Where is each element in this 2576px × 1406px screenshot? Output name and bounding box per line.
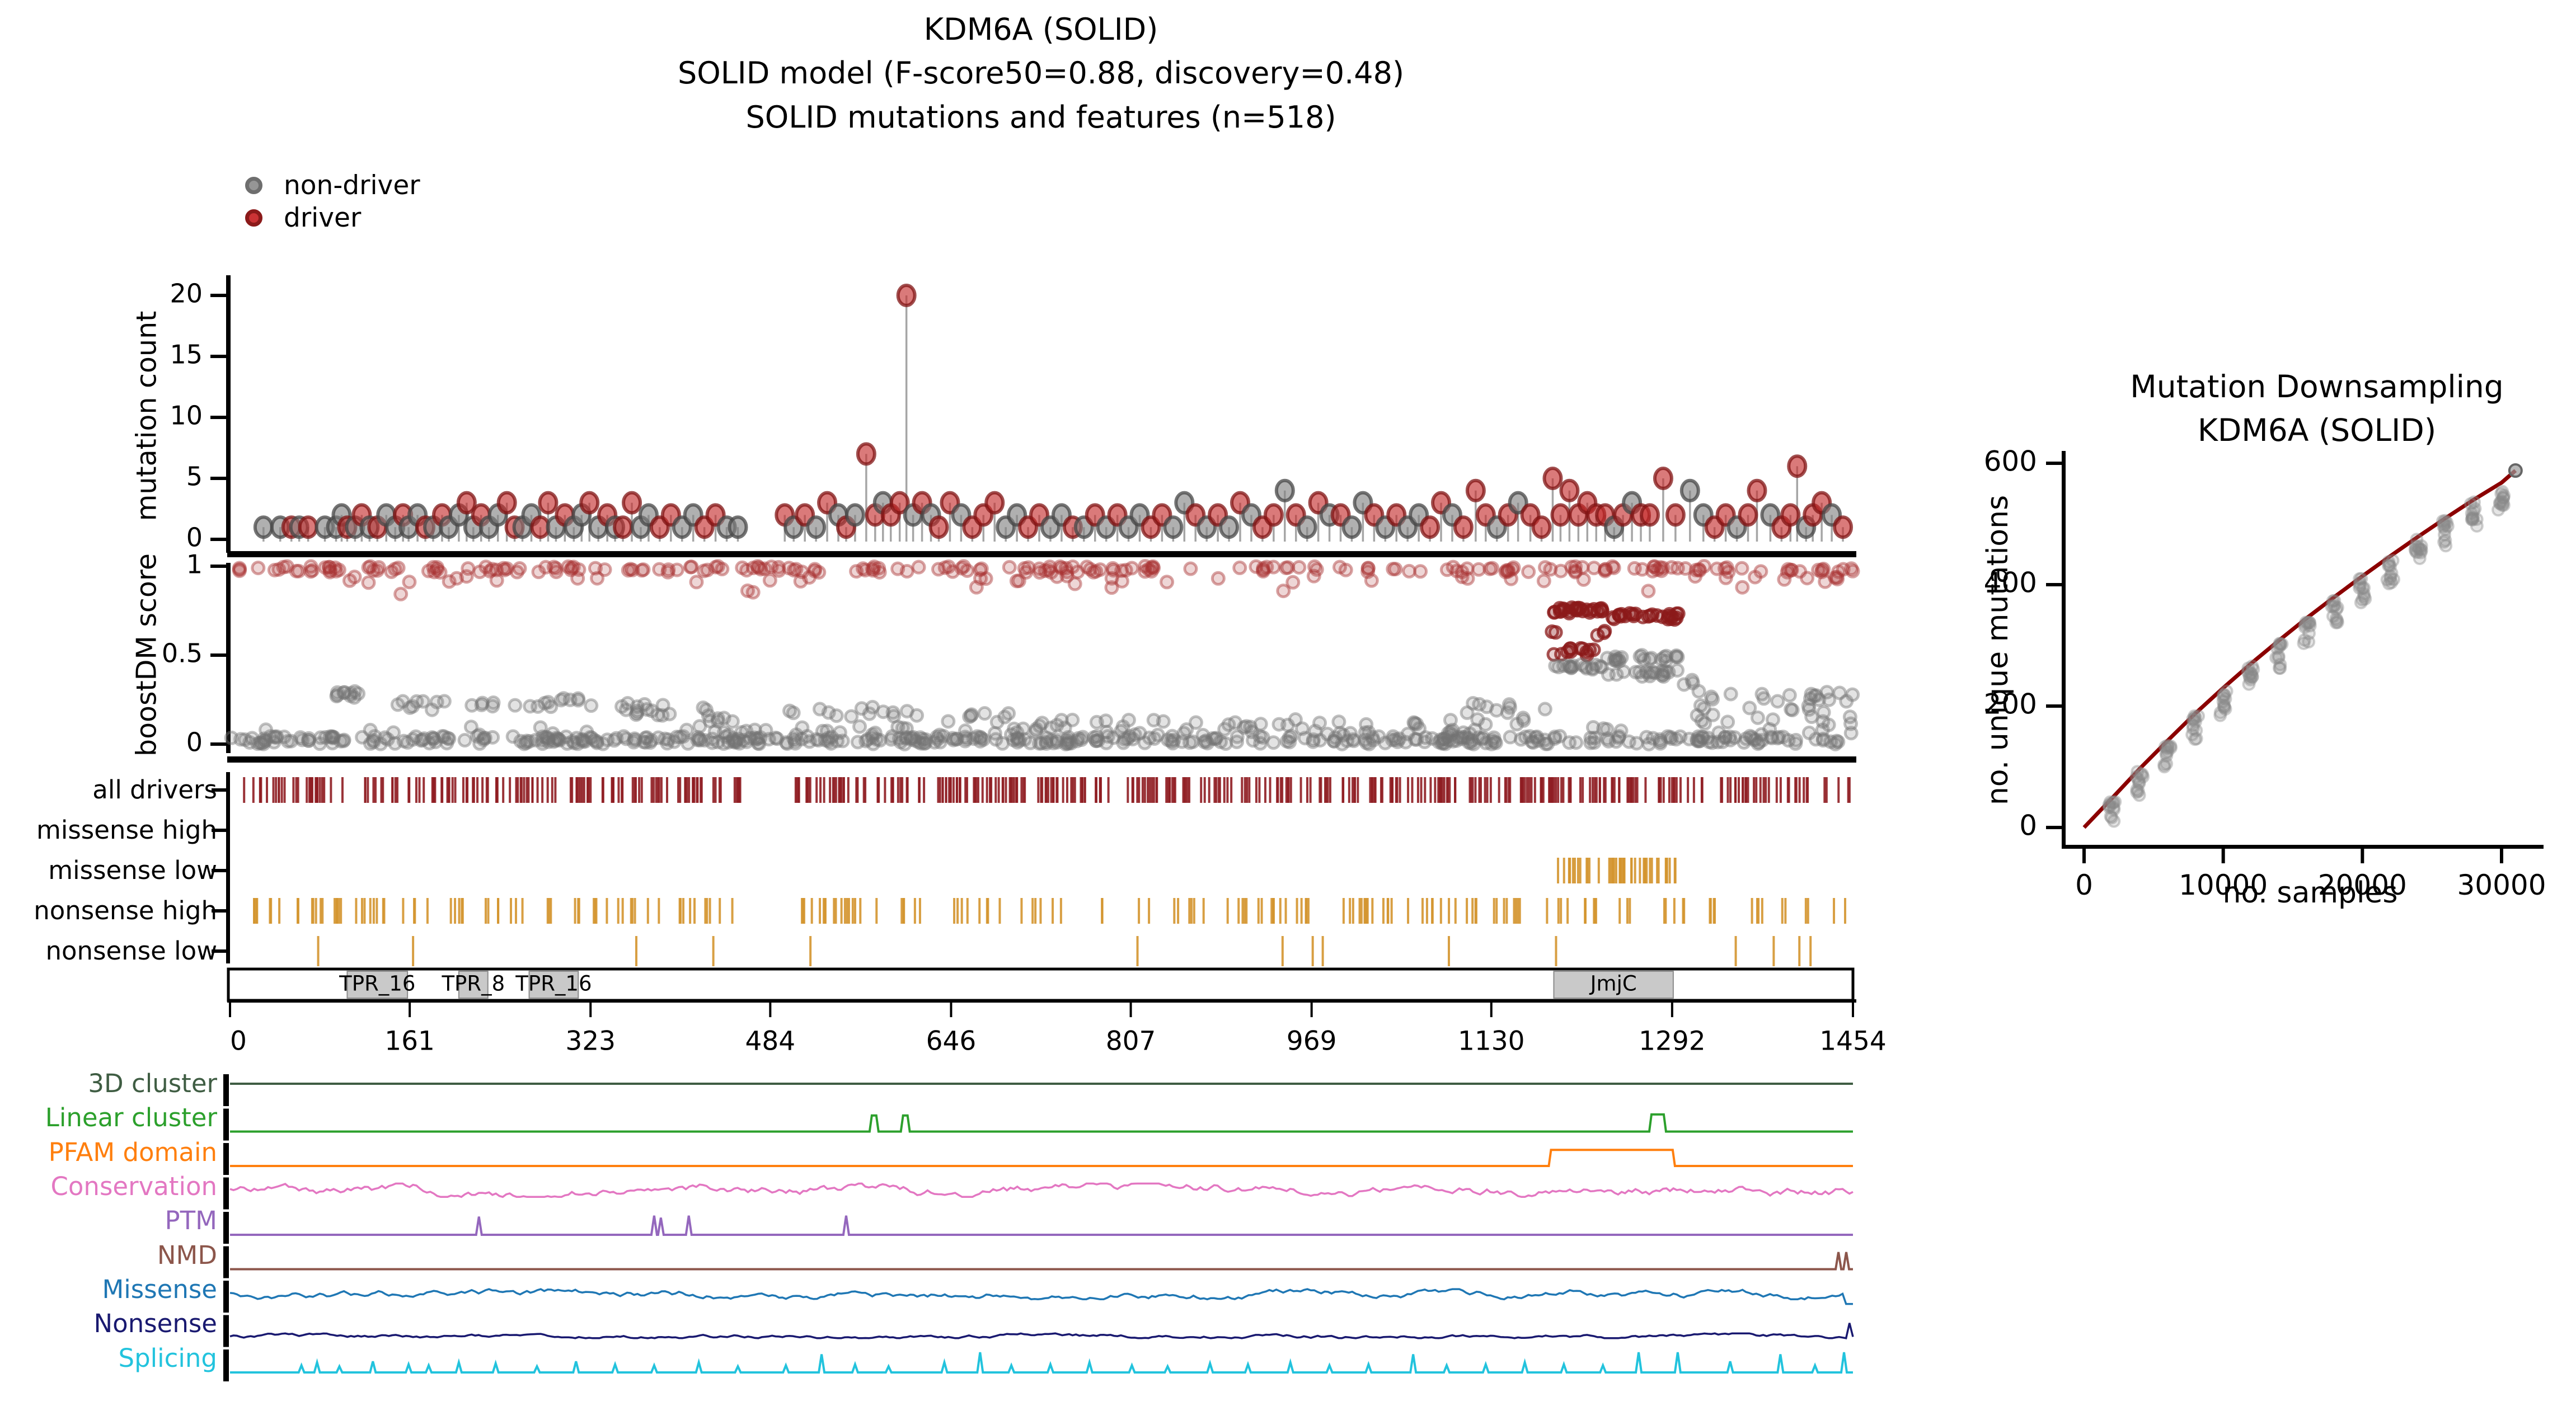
rug-label-missense-low: missense low xyxy=(48,855,217,885)
feature-label-pfam-domain: PFAM domain xyxy=(48,1137,217,1167)
boostdm-points xyxy=(224,559,1860,751)
feature-label-nonsense: Nonsense xyxy=(93,1309,218,1338)
rug-track-0 xyxy=(243,777,1851,803)
downsampling-title-line2: KDM6A (SOLID) xyxy=(2197,412,2437,449)
boostdm-plot: 00.51 xyxy=(162,549,1856,763)
svg-text:200: 200 xyxy=(1984,688,2037,721)
svg-text:TPR_16: TPR_16 xyxy=(339,972,415,996)
svg-text:1: 1 xyxy=(186,549,203,580)
svg-text:400: 400 xyxy=(1984,567,2037,599)
feature-label-splicing: Splicing xyxy=(118,1343,217,1373)
svg-text:0: 0 xyxy=(186,727,203,758)
feature-track-3 xyxy=(229,1182,1854,1198)
svg-text:1130: 1130 xyxy=(1458,1026,1525,1056)
downsampling-scatter xyxy=(2102,485,2511,828)
svg-text:0: 0 xyxy=(230,1026,247,1056)
rug-track-2 xyxy=(1557,858,1677,883)
svg-text:0: 0 xyxy=(2019,810,2037,842)
legend-label-driver: driver xyxy=(284,202,362,233)
feature-track-1 xyxy=(230,1113,1853,1133)
domain-track: TPR_16 TPR_8 TPR_16 JmjC 0 161 323 484 646 807 969… xyxy=(227,967,1887,1056)
feature-label-ptm: PTM xyxy=(165,1206,217,1235)
feature-track-6 xyxy=(229,1288,1853,1305)
downsampling-plot: 0 200 400 600 0 10000 20000 30000 xyxy=(1984,445,2546,901)
rug-label-nonsense-low: nonsense low xyxy=(45,936,218,966)
svg-text:0.5: 0.5 xyxy=(162,638,203,669)
svg-text:1454: 1454 xyxy=(1819,1026,1887,1056)
feature-label-conservation: Conservation xyxy=(50,1172,217,1201)
figure-title-line3: SOLID mutations and features (n=518) xyxy=(745,99,1336,135)
feature-track-2 xyxy=(230,1149,1853,1167)
svg-text:5: 5 xyxy=(186,462,203,492)
legend-item-nondriver: non-driver xyxy=(245,169,420,201)
feature-track-7 xyxy=(229,1323,1854,1339)
svg-text:484: 484 xyxy=(745,1026,795,1056)
svg-text:600: 600 xyxy=(1984,445,2037,478)
svg-text:807: 807 xyxy=(1106,1026,1156,1056)
legend-item-driver: driver xyxy=(245,201,361,234)
svg-text:10: 10 xyxy=(170,401,203,431)
svg-text:1292: 1292 xyxy=(1639,1026,1706,1056)
driver-dot-icon xyxy=(245,209,262,227)
svg-text:JmjC: JmjC xyxy=(1589,972,1637,996)
svg-text:15: 15 xyxy=(170,340,203,370)
needle-plot: 0 5 10 15 20 xyxy=(170,275,1856,557)
downsampling-title-line1: Mutation Downsampling xyxy=(2130,369,2504,405)
svg-text:30000: 30000 xyxy=(2457,869,2546,901)
rug-label-missense-high: missense high xyxy=(36,815,217,845)
svg-text:20000: 20000 xyxy=(2318,869,2407,901)
needle-heads xyxy=(253,284,1854,539)
figure-title-line2: SOLID model (F-score50=0.88, discovery=0… xyxy=(677,55,1405,91)
rug-track-3 xyxy=(253,898,1847,924)
figure-title: KDM6A (SOLID) SOLID model (F-score50=0.8… xyxy=(504,8,1578,139)
feature-track-4 xyxy=(230,1215,1853,1236)
rug-track-4 xyxy=(317,936,1812,966)
svg-text:0: 0 xyxy=(186,523,203,553)
rug-label-nonsense-high: nonsense high xyxy=(34,896,217,925)
svg-text:0: 0 xyxy=(2075,869,2093,901)
svg-text:646: 646 xyxy=(926,1026,977,1056)
figure-title-line1: KDM6A (SOLID) xyxy=(923,12,1158,47)
feature-label-missense: Missense xyxy=(102,1275,217,1304)
svg-text:969: 969 xyxy=(1287,1026,1337,1056)
svg-text:161: 161 xyxy=(384,1026,435,1056)
legend-label-nondriver: non-driver xyxy=(284,170,420,201)
downsampling-xlabel: no. samples xyxy=(2222,876,2398,910)
rug-label-all-drivers: all drivers xyxy=(92,775,217,805)
feature-label-nmd: NMD xyxy=(157,1240,217,1270)
svg-text:TPR_8: TPR_8 xyxy=(441,972,505,996)
feature-track-8 xyxy=(230,1352,1853,1374)
svg-text:323: 323 xyxy=(565,1026,616,1056)
feature-label-linear-cluster: Linear cluster xyxy=(45,1103,217,1132)
svg-text:10000: 10000 xyxy=(2179,869,2268,901)
feature-track-5 xyxy=(230,1252,1853,1271)
downsampling-title: Mutation Downsampling KDM6A (SOLID) xyxy=(1981,365,2576,452)
feature-label-3d-cluster: 3D cluster xyxy=(88,1069,217,1098)
nondriver-dot-icon xyxy=(245,176,262,194)
svg-text:TPR_16: TPR_16 xyxy=(515,972,592,996)
svg-text:20: 20 xyxy=(170,279,203,309)
feature-tracks xyxy=(223,1074,229,1381)
rug-tracks xyxy=(212,772,230,963)
